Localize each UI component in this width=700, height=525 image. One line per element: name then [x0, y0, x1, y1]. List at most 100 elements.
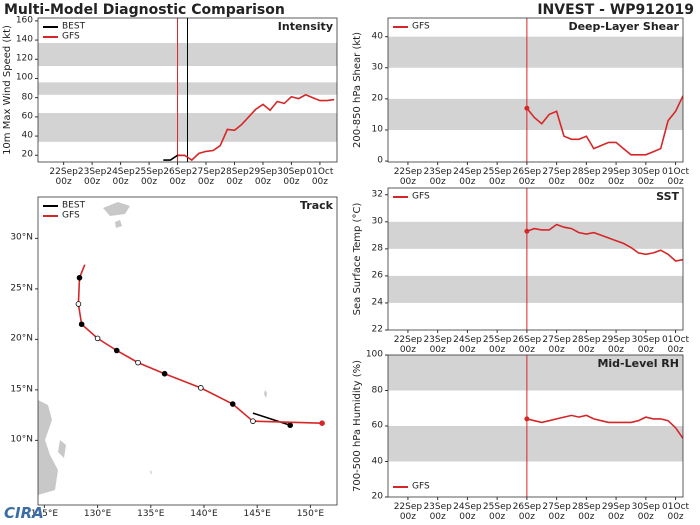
x-tick-label: 22Sep 00z — [393, 502, 423, 523]
x-tick-label: 30Sep 00z — [277, 167, 306, 188]
x-tick-label: 27Sep 00z — [542, 502, 571, 523]
x-tick-label: 23Sep 00z — [423, 167, 452, 188]
band — [388, 355, 683, 391]
y-tick-label: 80 — [371, 385, 383, 395]
x-tick-label: 25Sep 00z — [482, 167, 512, 188]
track-point — [287, 422, 293, 429]
band — [388, 98, 683, 130]
series-line — [252, 412, 291, 426]
panel-title: Intensity — [277, 20, 333, 33]
plot-area — [388, 18, 683, 162]
y-tick-label: 80 — [21, 92, 33, 103]
y-tick-label: 20°N — [10, 333, 33, 344]
panel-title: Mid-Level RH — [597, 357, 679, 370]
x-tick-label: 29Sep 00z — [248, 167, 278, 188]
y-tick-label: 32 — [371, 189, 383, 200]
y-tick-label: 20 — [21, 149, 33, 160]
x-tick-label: 25Sep 00z — [482, 335, 512, 356]
x-tick-label: 24Sep 00z — [106, 167, 135, 188]
y-tick-label: 30 — [371, 216, 383, 227]
plot-area — [75, 264, 325, 429]
track-point — [161, 370, 168, 377]
plot-area — [38, 18, 337, 162]
x-tick-label: 26Sep 00z — [163, 167, 192, 188]
legend-label: BEST — [62, 200, 86, 211]
x-tick-label: 140°E — [190, 509, 218, 519]
track-point — [78, 321, 85, 328]
x-tick-label: 29Sep 00z — [601, 502, 631, 523]
y-tick-label: 160 — [15, 15, 33, 26]
x-tick-label: 145°E — [243, 509, 271, 519]
x-tick-label: 29Sep 00z — [601, 335, 631, 356]
logo: CIRA — [4, 504, 44, 522]
y-tick-label: 140 — [15, 34, 33, 45]
x-tick-label: 24Sep 00z — [453, 502, 482, 523]
x-tick-label: 26Sep 00z — [512, 335, 542, 356]
x-tick-label: 23Sep 00z — [423, 502, 452, 523]
y-axis-label: Sea Surface Temp (°C) — [352, 202, 363, 316]
y-axis-label: 700-500 hPa Humidity (%) — [352, 359, 363, 493]
x-tick-label: 30Sep 00z — [631, 502, 661, 523]
x-tick-label: 30Sep 00z — [631, 167, 661, 188]
title: Multi-Model Diagnostic Comparison — [4, 2, 285, 18]
legend-label: GFS — [412, 21, 430, 32]
track-point — [319, 420, 325, 427]
x-tick-label: 01Oct 00z — [662, 167, 690, 188]
y-tick-label: 30°N — [10, 232, 33, 243]
series-line — [526, 223, 683, 262]
legend-label: GFS — [412, 481, 430, 492]
x-tick-label: 22Sep 00z — [49, 167, 78, 188]
x-tick-label: 24Sep 00z — [453, 167, 482, 188]
x-tick-label: 26Sep 00z — [512, 167, 542, 188]
x-tick-label: 28Sep 00z — [572, 167, 601, 188]
x-tick-label: 27Sep 00z — [191, 167, 221, 188]
x-tick-label: 23Sep 00z — [77, 167, 107, 188]
x-tick-label: 28Sep 00z — [572, 502, 601, 523]
y-tick-label: 60 — [21, 111, 33, 122]
x-tick-label: 01Oct 00z — [662, 502, 690, 523]
panel-title: SST — [656, 190, 679, 203]
y-axis-label: 200-850 hPa Shear (kt) — [352, 32, 363, 148]
band — [388, 36, 683, 68]
legend-label: GFS — [412, 191, 430, 202]
series-line — [177, 93, 335, 162]
x-tick-label: 30Sep 00z — [631, 335, 661, 356]
track-point — [113, 347, 120, 354]
y-tick-label: 100 — [365, 349, 383, 360]
series-line — [526, 95, 683, 156]
track-point — [250, 418, 256, 424]
y-tick-label: 30 — [371, 62, 383, 73]
plot-frame — [37, 17, 338, 163]
y-tick-label: 40 — [371, 31, 383, 42]
band — [388, 275, 683, 303]
y-tick-label: 0 — [377, 155, 383, 166]
track-point — [94, 335, 101, 342]
track-point — [229, 401, 236, 407]
panel-title: Track — [300, 199, 333, 212]
x-tick-label: 23Sep 00z — [423, 335, 452, 356]
y-tick-label: 25°N — [10, 283, 33, 294]
start-point — [524, 228, 530, 234]
band — [388, 221, 683, 249]
x-tick-label: 26Sep 00z — [512, 502, 542, 523]
y-tick-label: 100 — [15, 72, 33, 83]
x-tick-label: 25Sep 00z — [134, 167, 164, 188]
track-point — [75, 301, 82, 307]
x-tick-label: 130°E — [83, 509, 112, 519]
y-tick-label: 10°N — [10, 434, 33, 445]
legend-label: GFS — [62, 31, 80, 42]
track-point — [198, 385, 204, 391]
x-tick-label: 01Oct 00z — [306, 167, 334, 188]
plot-frame — [387, 354, 684, 498]
y-tick-label: 28 — [371, 243, 383, 254]
y-tick-label: 40 — [371, 456, 383, 466]
plot-frame — [37, 196, 338, 506]
plot-area — [388, 355, 683, 497]
x-tick-label: 25Sep 00z — [482, 502, 512, 523]
y-tick-label: 20 — [371, 93, 383, 104]
y-tick-label: 20 — [371, 491, 383, 502]
series-line — [77, 264, 323, 424]
x-tick-label: 28Sep 00z — [220, 167, 249, 188]
x-tick-label: 27Sep 00z — [542, 167, 571, 188]
